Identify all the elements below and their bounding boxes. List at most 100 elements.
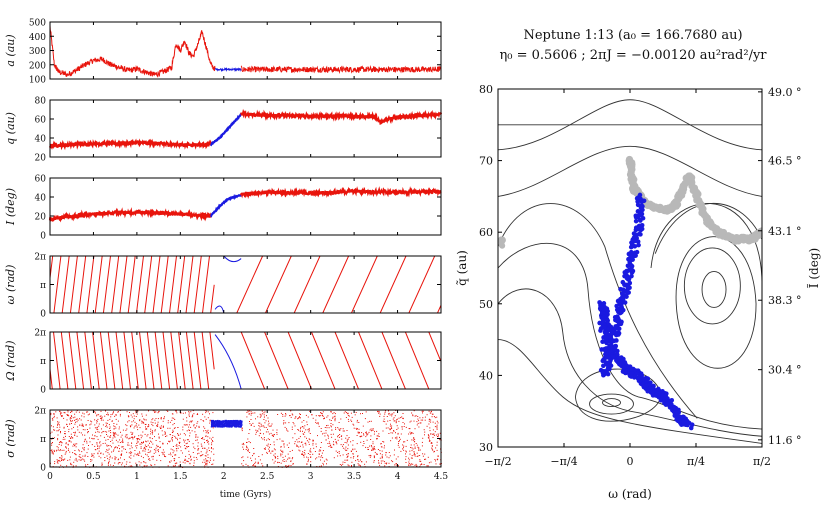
contour-island-right-core — [701, 271, 727, 308]
sigma-point — [56, 449, 58, 451]
sigma-point — [249, 429, 251, 431]
sigma-point — [247, 465, 249, 467]
sigma-point — [135, 464, 137, 466]
sigma-point — [134, 435, 136, 437]
sigma-point — [300, 441, 302, 443]
sigma-point — [124, 436, 126, 438]
sigma-point — [322, 457, 324, 459]
sigma-point — [84, 439, 86, 441]
sigma-point — [360, 435, 362, 437]
sigma-point — [268, 425, 270, 427]
sigma-point — [92, 454, 94, 456]
sigma-point — [412, 439, 414, 441]
Omega-line — [115, 332, 124, 389]
sigma-point — [365, 436, 367, 438]
sigma-point — [267, 424, 269, 426]
Omega-line — [146, 332, 155, 389]
sigma-point — [431, 445, 433, 447]
sigma-point — [96, 436, 98, 438]
sigma-point — [157, 449, 159, 451]
sigma-point — [205, 418, 207, 420]
sigma-blue-point — [212, 420, 214, 422]
sigma-point — [381, 455, 383, 457]
sigma-point — [424, 416, 426, 418]
sigma-point — [268, 451, 270, 453]
sigma-point — [70, 415, 72, 417]
sigma-point — [284, 426, 286, 428]
sigma-point — [57, 434, 59, 436]
sigma-point — [268, 433, 270, 435]
Omega-line — [170, 332, 178, 389]
sigma-point — [433, 434, 435, 436]
sigma-point — [253, 464, 255, 466]
sigma-point — [56, 446, 58, 448]
sigma-point — [358, 422, 360, 423]
blue-point — [602, 355, 608, 361]
sigma-point — [241, 427, 243, 429]
sigma-point — [50, 450, 52, 451]
sigma-point — [97, 445, 99, 447]
sigma-point — [432, 433, 434, 435]
sigma-point — [156, 459, 158, 461]
sigma-point — [422, 412, 423, 414]
sigma-point — [373, 447, 374, 449]
sigma-point — [352, 457, 354, 459]
sigma-point — [160, 425, 162, 427]
sigma-point — [157, 424, 159, 426]
sigma-point — [135, 410, 137, 412]
sigma-point — [180, 446, 182, 448]
sigma-point — [193, 446, 195, 448]
sigma-point — [206, 440, 207, 442]
sigma-point — [107, 458, 109, 460]
blue-point — [615, 352, 620, 358]
omega-slow — [322, 256, 350, 313]
sigma-point — [373, 460, 375, 462]
contour-left-lobe2 — [498, 288, 762, 437]
sigma-blue-point — [241, 424, 243, 426]
sigma-point — [184, 459, 186, 461]
sigma-point — [182, 426, 184, 428]
blue-point — [622, 300, 628, 305]
sigma-point — [98, 455, 100, 457]
sigma-point — [195, 435, 197, 437]
sigma-point — [352, 449, 354, 451]
sigma-point — [63, 436, 65, 438]
sigma-point — [101, 464, 103, 466]
sigma-point — [328, 427, 330, 429]
sigma-point — [83, 447, 85, 449]
sigma-point — [308, 459, 309, 461]
sigma-point — [204, 455, 206, 457]
sigma-point — [369, 445, 371, 447]
sigma-point — [125, 424, 127, 426]
sigma-point — [285, 414, 287, 416]
sigma-point — [121, 464, 123, 466]
sigma-point — [310, 451, 312, 453]
sigma-point — [138, 455, 140, 456]
sigma-point — [337, 435, 339, 436]
sigma-point — [322, 433, 323, 435]
sigma-point — [250, 424, 252, 426]
sigma-point — [90, 420, 92, 422]
sigma-point — [373, 446, 375, 448]
sigma-point — [304, 436, 306, 438]
sigma-point — [335, 441, 337, 443]
sigma-point — [205, 410, 207, 412]
sigma-point — [428, 436, 430, 438]
sigma-point — [102, 419, 104, 421]
sigma-point — [299, 450, 301, 452]
sigma-point — [422, 419, 424, 421]
sigma-point — [419, 459, 421, 461]
ylabel-omega: ω (rad) — [4, 265, 17, 305]
blue-point — [600, 315, 605, 320]
sigma-point — [111, 451, 113, 453]
sigma-point — [338, 451, 340, 452]
sigma-point — [138, 435, 140, 437]
sigma-point — [146, 428, 148, 430]
sigma-point — [405, 453, 406, 455]
sigma-point — [195, 436, 197, 438]
blue-point — [610, 329, 615, 335]
sigma-point — [299, 416, 300, 418]
sigma-point — [67, 443, 69, 445]
sigma-point — [426, 414, 428, 416]
sigma-blue-point — [235, 422, 237, 424]
